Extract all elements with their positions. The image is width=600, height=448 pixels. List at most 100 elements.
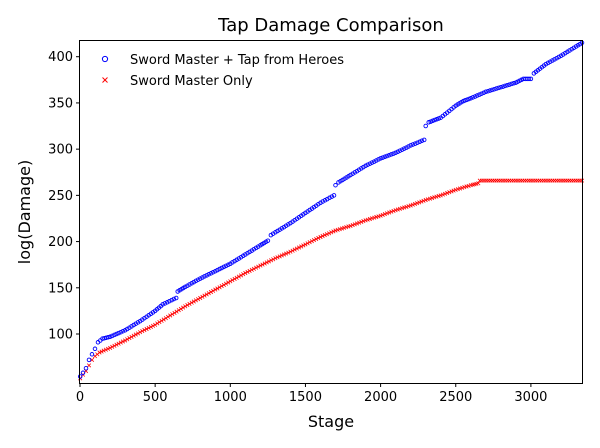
data-point <box>426 120 431 125</box>
data-point <box>502 83 508 89</box>
data-point <box>505 82 510 88</box>
data-point <box>210 269 216 275</box>
y-tick-label: 200 <box>48 235 73 250</box>
data-point <box>86 363 92 368</box>
data-point <box>127 336 132 341</box>
data-point <box>265 238 271 243</box>
data-point <box>219 265 224 271</box>
data-point <box>236 274 241 279</box>
data-point <box>206 291 211 296</box>
data-point <box>99 349 104 354</box>
data-point <box>320 199 325 204</box>
data-point <box>170 312 175 317</box>
data-point <box>294 246 299 251</box>
data-point <box>144 326 149 332</box>
data-point <box>410 142 416 147</box>
data-point <box>269 258 274 263</box>
data-point <box>125 337 130 342</box>
data-point <box>140 329 145 334</box>
data-point <box>245 269 250 274</box>
data-point <box>133 321 139 326</box>
data-point <box>264 260 269 265</box>
data-point <box>380 212 385 217</box>
data-point <box>489 87 495 93</box>
data-point <box>202 274 207 279</box>
data-point <box>470 95 476 100</box>
data-point <box>384 153 390 159</box>
data-point <box>391 151 396 156</box>
data-point <box>305 241 310 246</box>
data-point <box>238 273 244 278</box>
data-point <box>247 268 252 273</box>
data-point <box>223 281 229 286</box>
data-point <box>487 88 493 93</box>
data-point <box>92 346 98 352</box>
data-point <box>243 252 248 257</box>
data-point <box>135 331 141 336</box>
data-point <box>528 76 534 82</box>
data-point <box>131 333 136 338</box>
data-point <box>386 152 392 158</box>
plot-area <box>77 40 585 381</box>
data-point <box>279 253 284 258</box>
data-point <box>193 298 198 303</box>
data-point <box>251 266 256 271</box>
data-point <box>187 301 192 306</box>
data-point <box>408 143 413 148</box>
data-point <box>266 259 271 264</box>
data-point <box>365 162 370 167</box>
legend-label-sword-master-only: Sword Master Only <box>130 74 253 89</box>
data-point <box>251 246 257 252</box>
y-axis-label: log(Damage) <box>15 160 34 264</box>
data-point <box>86 357 92 363</box>
data-point <box>318 234 323 240</box>
data-point <box>348 223 353 228</box>
data-point <box>406 144 411 149</box>
data-point <box>109 333 115 339</box>
data-point <box>417 139 422 145</box>
data-point <box>163 316 168 321</box>
data-point <box>352 170 358 175</box>
data-point <box>168 313 173 318</box>
data-point <box>369 160 375 165</box>
data-point <box>329 230 334 235</box>
data-point <box>120 339 125 344</box>
data-point <box>378 156 383 161</box>
data-point <box>108 345 113 350</box>
data-point <box>438 193 443 198</box>
data-point <box>103 347 108 352</box>
data-point <box>112 332 117 338</box>
data-point <box>247 249 252 255</box>
data-point <box>217 285 222 290</box>
data-point <box>567 48 572 53</box>
y-tick-label: 400 <box>48 50 73 65</box>
data-point <box>77 374 83 379</box>
data-point <box>142 327 147 333</box>
series-sword-master-only <box>78 178 585 381</box>
data-point <box>162 301 168 306</box>
data-point <box>262 261 267 266</box>
chart-title: Tap Damage Comparison <box>217 15 444 36</box>
data-point <box>318 200 323 206</box>
data-point <box>485 88 491 94</box>
data-point <box>389 152 394 157</box>
data-point <box>492 86 497 92</box>
data-point <box>133 332 138 337</box>
data-point <box>292 247 297 252</box>
data-point <box>138 330 143 335</box>
data-point <box>356 167 362 172</box>
data-point <box>114 342 119 347</box>
data-point <box>232 276 237 281</box>
data-point <box>468 96 474 101</box>
data-point <box>301 243 306 248</box>
data-point <box>116 341 121 346</box>
data-point <box>241 272 246 277</box>
data-point <box>479 91 484 96</box>
data-point <box>124 326 130 332</box>
data-point <box>230 260 235 265</box>
data-point <box>258 263 263 268</box>
data-point <box>331 229 336 234</box>
x-tick-label: 1000 <box>214 390 247 405</box>
data-point <box>116 330 121 336</box>
data-point <box>320 233 325 239</box>
